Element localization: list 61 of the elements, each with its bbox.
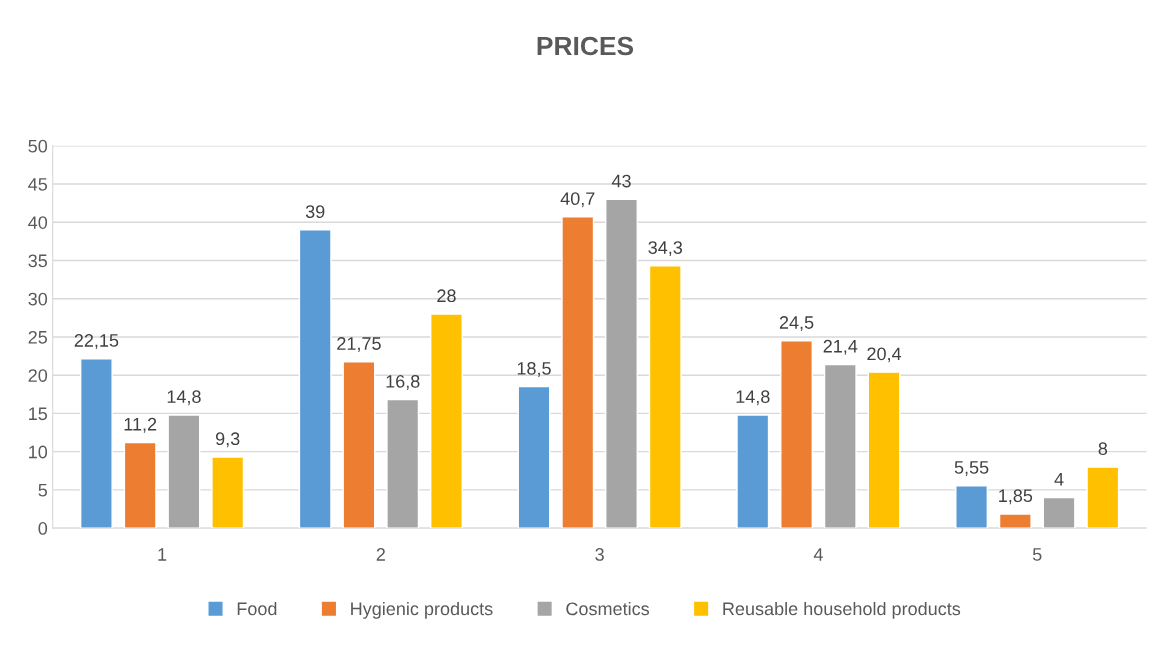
bar	[867, 371, 901, 529]
data-label: 21,4	[823, 339, 858, 355]
data-label: 22,15	[74, 334, 119, 349]
bar	[517, 385, 551, 529]
bar	[123, 441, 157, 529]
y-tick-label: 5	[38, 484, 48, 497]
data-label: 1,85	[999, 489, 1033, 505]
y-tick-label: 20	[28, 369, 48, 382]
bar	[211, 456, 245, 529]
bar	[1086, 466, 1120, 529]
y-tick-label: 0	[38, 522, 48, 535]
legend-label: Cosmetics	[566, 601, 650, 616]
bar	[342, 361, 376, 529]
y-tick-label: 25	[28, 330, 48, 344]
bar	[167, 414, 201, 529]
data-label: 34,3	[648, 241, 683, 257]
y-tick-label: 40	[28, 216, 48, 229]
bar	[430, 313, 463, 529]
data-label: 18,5	[517, 361, 551, 377]
bar	[605, 198, 638, 529]
data-label: 43	[611, 174, 631, 188]
bar	[79, 358, 113, 529]
y-tick-label: 35	[28, 254, 48, 268]
data-label: 8	[1098, 442, 1108, 456]
x-tick-label: 5	[1032, 548, 1042, 561]
x-tick-label: 2	[376, 548, 385, 561]
x-tick-label: 3	[595, 548, 604, 561]
bar	[955, 484, 989, 529]
bar	[998, 513, 1032, 529]
y-tick-label: 15	[29, 407, 48, 421]
data-label: 21,75	[337, 337, 381, 353]
bar	[736, 414, 770, 529]
data-label: 11,2	[124, 417, 157, 433]
legend-label: Hygienic products	[351, 601, 493, 619]
data-label: 9,3	[215, 432, 240, 448]
bar	[780, 340, 813, 529]
legend-label: Food	[237, 601, 277, 616]
legend-label: Reusable household products	[723, 601, 961, 619]
y-tick-label: 10	[29, 445, 48, 459]
data-label: 14,8	[736, 390, 770, 406]
data-label: 40,7	[560, 192, 595, 208]
data-label: 28	[437, 289, 456, 303]
data-label: 24,5	[779, 316, 814, 332]
data-label: 5,55	[954, 461, 989, 476]
chart-title: PRICES	[537, 36, 634, 56]
bar	[298, 229, 332, 529]
data-label: 39	[305, 205, 325, 219]
data-label: 14,8	[167, 390, 201, 406]
y-tick-label: 50	[28, 139, 48, 153]
bar	[823, 363, 857, 529]
y-tick-label: 30	[28, 292, 48, 306]
data-label: 20,4	[867, 347, 902, 363]
bar	[1042, 496, 1076, 529]
bar	[561, 216, 595, 529]
data-label: 4	[1054, 473, 1064, 486]
y-tick-label: 45	[28, 178, 48, 191]
x-tick-label: 1	[158, 548, 167, 561]
bar	[386, 398, 420, 529]
data-label: 16,8	[386, 374, 420, 390]
x-tick-label: 4	[813, 548, 823, 561]
bar	[648, 265, 682, 529]
